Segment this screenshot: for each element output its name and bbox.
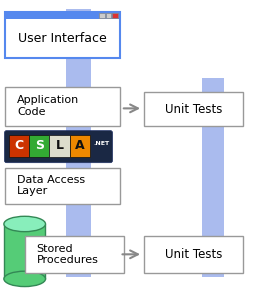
Bar	[99, 13, 105, 18]
FancyBboxPatch shape	[9, 135, 29, 157]
Bar	[106, 13, 111, 18]
Bar	[66, 9, 91, 277]
Text: Application
Code: Application Code	[17, 95, 79, 117]
FancyBboxPatch shape	[4, 131, 113, 163]
Text: .NET: .NET	[94, 141, 110, 146]
Text: S: S	[35, 139, 44, 152]
Bar	[5, 87, 120, 126]
Text: Unit Tests: Unit Tests	[165, 103, 222, 116]
Bar	[202, 78, 224, 277]
Ellipse shape	[4, 271, 45, 287]
FancyBboxPatch shape	[29, 135, 49, 157]
Text: L: L	[56, 139, 63, 152]
Text: Unit Tests: Unit Tests	[165, 248, 222, 261]
Bar	[112, 13, 118, 18]
Bar	[4, 224, 45, 279]
Bar	[144, 92, 243, 126]
Bar	[25, 236, 124, 273]
Text: User Interface: User Interface	[18, 32, 107, 45]
FancyBboxPatch shape	[70, 135, 90, 157]
Bar	[5, 12, 120, 19]
Text: C: C	[14, 139, 24, 152]
Text: A: A	[75, 139, 85, 152]
Bar	[144, 236, 243, 273]
Text: Stored
Procedures: Stored Procedures	[36, 244, 98, 265]
Bar	[5, 168, 120, 204]
Ellipse shape	[4, 216, 45, 232]
Text: Data Access
Layer: Data Access Layer	[17, 175, 85, 197]
Bar	[5, 12, 120, 58]
FancyBboxPatch shape	[49, 135, 70, 157]
